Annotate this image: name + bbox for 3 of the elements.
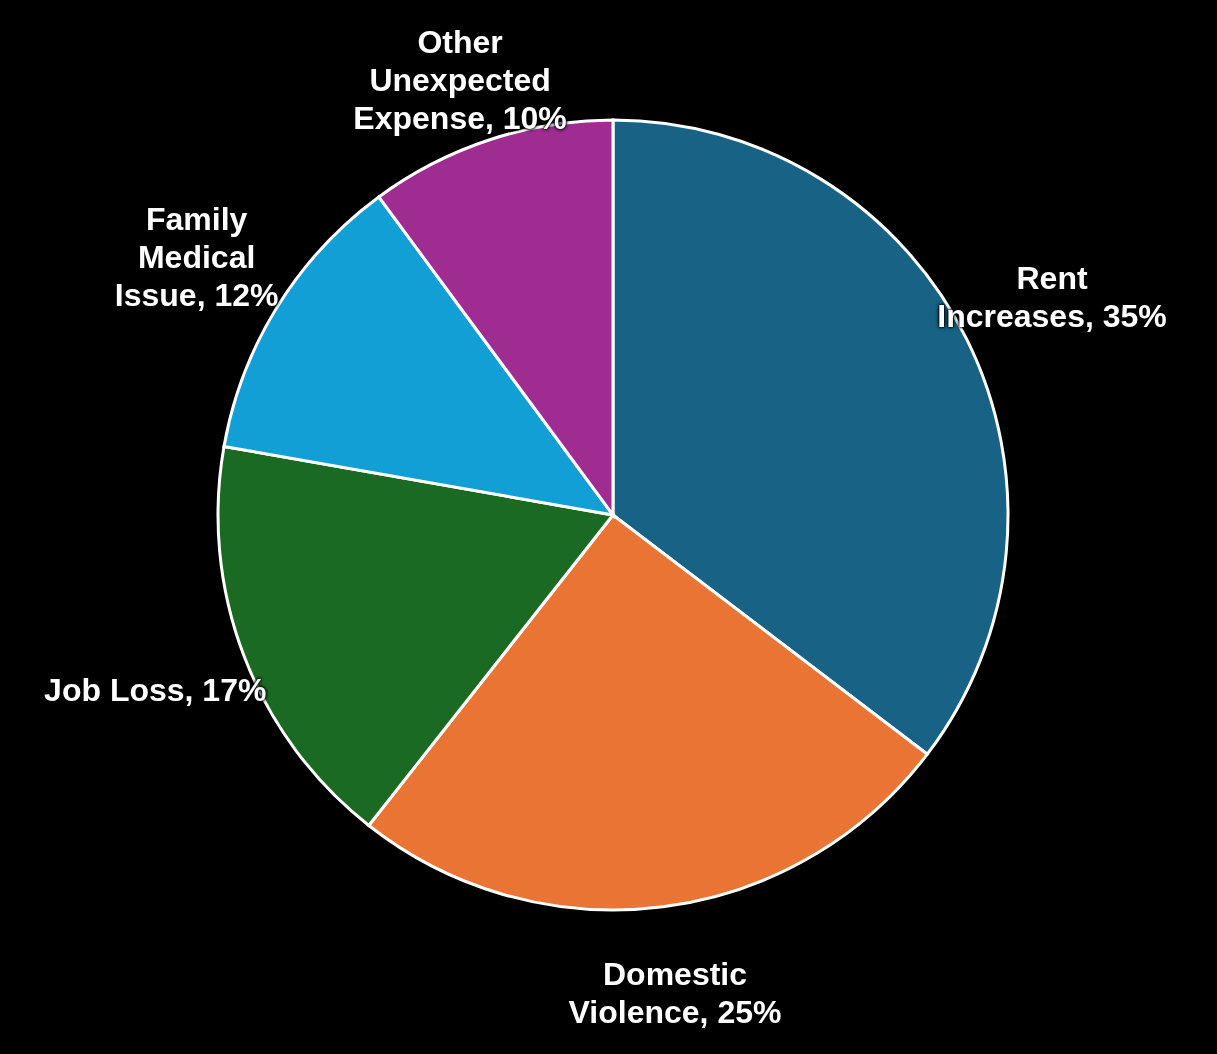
slice-label: Domestic Violence, 25%: [568, 955, 782, 1031]
slice-label: Other Unexpected Expense, 10%: [353, 23, 567, 137]
slice-label: Family Medical Issue, 12%: [114, 199, 279, 314]
